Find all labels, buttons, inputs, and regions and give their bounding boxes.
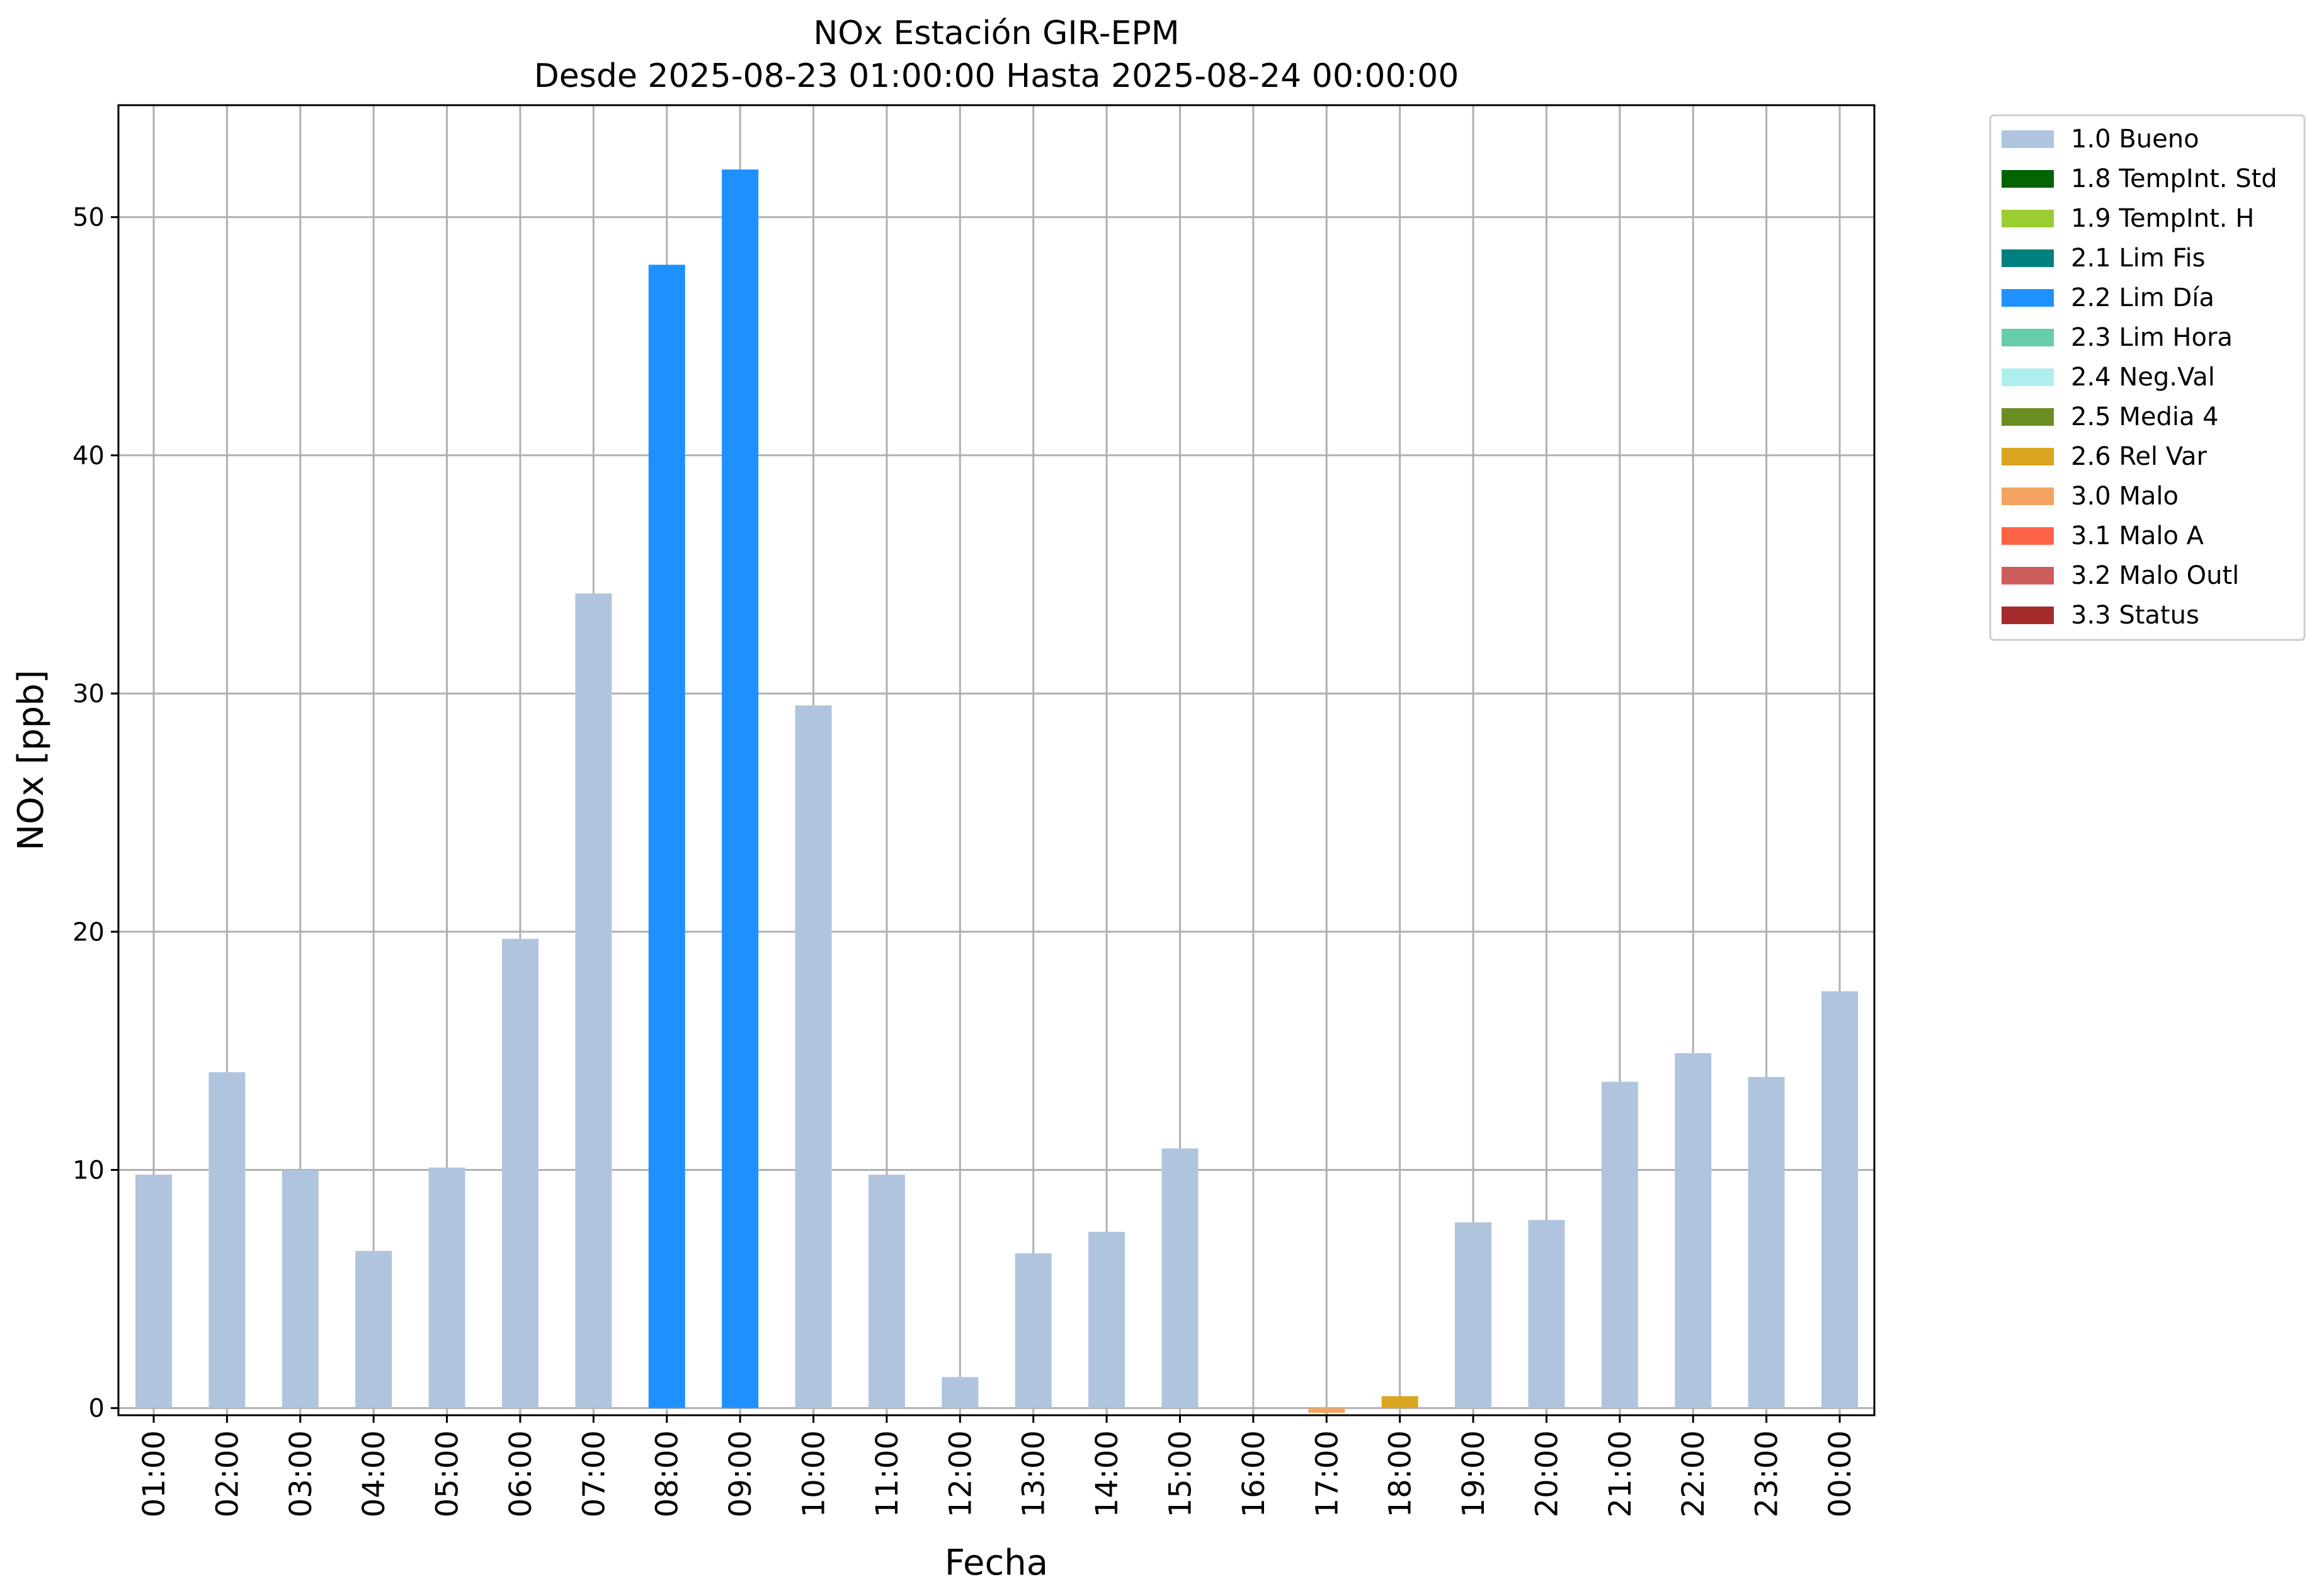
- legend-label: 2.4 Neg.Val: [2071, 363, 2215, 392]
- legend-swatch: [2002, 249, 2054, 267]
- x-tick-label: 23:00: [1750, 1430, 1785, 1517]
- legend-label: 3.2 Malo Outl: [2071, 561, 2239, 590]
- bar-06:00: [501, 938, 538, 1408]
- bar-12:00: [942, 1377, 979, 1408]
- x-tick-label: 16:00: [1236, 1430, 1272, 1517]
- x-tick-label: 01:00: [137, 1430, 172, 1517]
- legend-swatch: [2002, 329, 2054, 346]
- bar-17:00: [1308, 1408, 1345, 1413]
- x-tick-label: 06:00: [503, 1430, 538, 1517]
- y-tick-label: 30: [72, 680, 105, 709]
- x-tick-label: 21:00: [1603, 1430, 1638, 1517]
- legend-label: 3.3 Status: [2071, 601, 2199, 630]
- y-axis-ticks: 0 10 20 30 40 50: [72, 203, 118, 1423]
- plot-frame: [117, 104, 1876, 1416]
- legend-swatch: [2002, 130, 2054, 148]
- legend-swatch: [2002, 448, 2054, 465]
- legend-label: 2.3 Lim Hora: [2071, 323, 2233, 352]
- legend-swatch: [2002, 408, 2054, 426]
- legend-swatch: [2002, 210, 2054, 227]
- y-tick-label: 40: [72, 442, 105, 470]
- x-tick-label: 04:00: [356, 1430, 392, 1517]
- x-tick-label: 20:00: [1529, 1430, 1564, 1517]
- x-tick-label: 22:00: [1676, 1430, 1711, 1517]
- bar-09:00: [722, 169, 759, 1408]
- bar-19:00: [1455, 1222, 1492, 1408]
- bar-01:00: [135, 1175, 172, 1408]
- x-tick-label: 08:00: [650, 1430, 685, 1517]
- x-axis-ticks: 01:00 02:00 03:00 04:00 05:00 06:00 07:00 08:00…: [137, 1415, 1858, 1517]
- x-tick-label: 03:00: [283, 1430, 319, 1517]
- legend-label: 2.2 Lim Día: [2071, 283, 2214, 312]
- bar-20:00: [1528, 1219, 1565, 1408]
- y-tick-label: 50: [72, 203, 105, 232]
- legend-swatch: [2002, 170, 2054, 188]
- x-tick-label: 09:00: [723, 1430, 758, 1517]
- bar-22:00: [1675, 1053, 1712, 1408]
- bar-21:00: [1601, 1081, 1638, 1408]
- legend-label: 3.0 Malo: [2071, 482, 2179, 511]
- bar-02:00: [208, 1072, 246, 1408]
- x-tick-label: 05:00: [430, 1430, 465, 1517]
- bar-13:00: [1015, 1253, 1052, 1408]
- chart-subtitle: Desde 2025-08-23 01:00:00 Hasta 2025-08-…: [534, 57, 1459, 95]
- bar-03:00: [282, 1170, 319, 1408]
- x-axis-label: Fecha: [945, 1542, 1048, 1583]
- legend-label: 1.8 TempInt. Std: [2071, 164, 2277, 193]
- legend: 1.0 Bueno 1.8 TempInt. Std 1.9 TempInt. H 2…: [1989, 114, 2306, 641]
- bar-18:00: [1381, 1396, 1418, 1408]
- x-tick-label: 18:00: [1383, 1430, 1418, 1517]
- bar-11:00: [868, 1175, 905, 1408]
- legend-swatch: [2002, 607, 2054, 624]
- x-tick-label: 17:00: [1309, 1430, 1345, 1517]
- x-tick-label: 19:00: [1456, 1430, 1491, 1517]
- y-axis-label: NOx [ppb]: [11, 670, 52, 850]
- chart-title: NOx Estación GIR-EPM: [813, 14, 1179, 52]
- bars: [135, 169, 1858, 1413]
- x-tick-label: 11:00: [870, 1430, 905, 1517]
- bar-23:00: [1748, 1076, 1785, 1408]
- bar-10:00: [795, 705, 832, 1408]
- y-tick-label: 0: [89, 1394, 105, 1423]
- legend-label: 1.9 TempInt. H: [2071, 204, 2254, 233]
- y-tick-label: 20: [72, 918, 105, 947]
- legend-label: 2.5 Media 4: [2071, 402, 2219, 431]
- x-tick-label: 07:00: [576, 1430, 612, 1517]
- x-tick-label: 02:00: [210, 1430, 245, 1517]
- legend-label: 1.0 Bueno: [2071, 125, 2199, 154]
- legend-swatch: [2002, 368, 2054, 386]
- bar-08:00: [648, 265, 685, 1408]
- legend-swatch: [2002, 487, 2054, 505]
- bar-15:00: [1161, 1148, 1199, 1408]
- legend-label: 2.1 Lim Fis: [2071, 244, 2205, 273]
- x-tick-label: 12:00: [943, 1430, 978, 1517]
- x-tick-label: 13:00: [1017, 1430, 1052, 1517]
- legend-label: 2.6 Rel Var: [2071, 442, 2208, 471]
- x-tick-label: 15:00: [1163, 1430, 1198, 1517]
- x-tick-label: 10:00: [797, 1430, 832, 1517]
- bar-14:00: [1088, 1231, 1125, 1408]
- legend-swatch: [2002, 289, 2054, 307]
- legend-swatch: [2002, 527, 2054, 545]
- bar-04:00: [355, 1251, 392, 1408]
- y-tick-label: 10: [72, 1156, 105, 1185]
- x-tick-label: 14:00: [1090, 1430, 1125, 1517]
- legend-box: [1989, 114, 2306, 641]
- bar-05:00: [428, 1167, 465, 1408]
- x-tick-label: 00:00: [1823, 1430, 1858, 1517]
- legend-swatch: [2002, 567, 2054, 584]
- legend-label: 3.1 Malo A: [2071, 522, 2204, 550]
- bar-00:00: [1821, 991, 1858, 1408]
- bar-07:00: [575, 593, 612, 1408]
